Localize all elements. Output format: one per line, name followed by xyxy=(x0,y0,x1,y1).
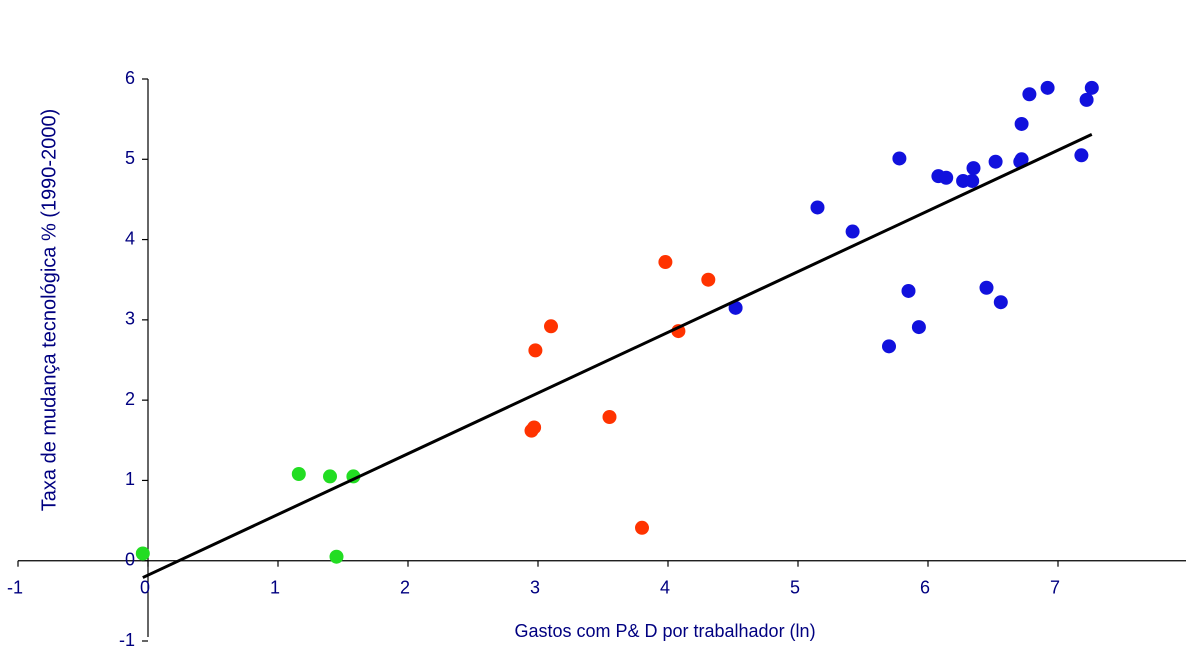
point xyxy=(979,280,994,295)
point xyxy=(965,173,980,188)
point xyxy=(988,154,1003,169)
point xyxy=(966,161,981,176)
x-tick-label: 5 xyxy=(790,577,800,597)
point xyxy=(845,224,860,239)
y-tick-label: 2 xyxy=(125,389,135,409)
y-axis-label: Taxa de mudança tecnológica % (1990-2000… xyxy=(38,109,60,511)
point xyxy=(1074,148,1089,163)
y-tick-label: 6 xyxy=(125,68,135,88)
point xyxy=(701,272,716,287)
point xyxy=(911,320,926,335)
point xyxy=(1084,80,1099,95)
x-tick-label: 4 xyxy=(660,577,670,597)
point xyxy=(1040,80,1055,95)
point xyxy=(602,410,617,425)
trend-line xyxy=(142,133,1093,579)
x-tick-label: 2 xyxy=(400,577,410,597)
point xyxy=(323,469,337,484)
y-tick-label: -1 xyxy=(119,630,135,650)
point xyxy=(1014,152,1029,167)
x-tick-label: 7 xyxy=(1050,577,1060,597)
point xyxy=(527,420,542,435)
point xyxy=(1022,87,1037,102)
x-tick-label: 1 xyxy=(270,577,280,597)
point xyxy=(135,546,150,561)
point xyxy=(528,343,543,358)
point xyxy=(1014,116,1029,131)
point xyxy=(544,319,558,334)
point xyxy=(939,170,954,185)
point xyxy=(329,549,344,564)
point xyxy=(901,283,916,298)
y-tick-label: 3 xyxy=(125,309,135,329)
x-tick-label: 6 xyxy=(920,577,930,597)
y-tick-label: 0 xyxy=(125,549,135,569)
point xyxy=(291,467,306,482)
point xyxy=(635,520,649,535)
x-tick-label: 3 xyxy=(530,577,540,597)
point xyxy=(658,255,673,270)
point xyxy=(1079,92,1094,107)
x-tick-label: -1 xyxy=(7,577,23,597)
y-tick-label: 4 xyxy=(125,228,135,248)
y-tick-label: 5 xyxy=(125,148,135,168)
x-axis-label: Gastos com P& D por trabalhador (ln) xyxy=(514,621,815,641)
point xyxy=(810,200,825,215)
point xyxy=(728,300,743,315)
point xyxy=(882,339,896,354)
x-tick-label: 0 xyxy=(140,577,150,597)
point xyxy=(892,151,907,166)
point xyxy=(993,295,1008,310)
y-tick-label: 1 xyxy=(125,469,135,489)
